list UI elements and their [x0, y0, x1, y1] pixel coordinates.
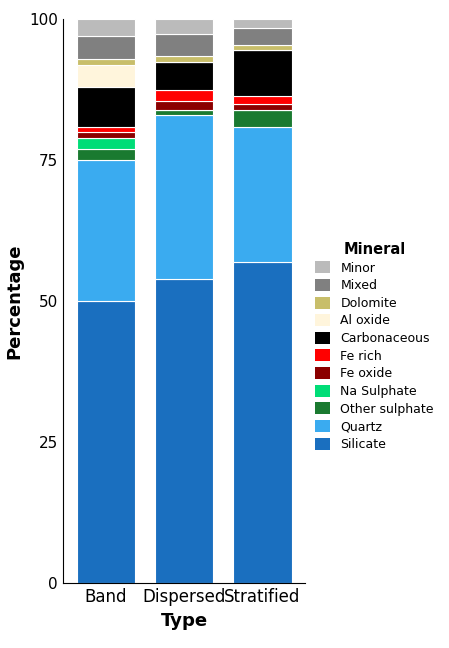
Bar [155, 279, 213, 583]
Bar [155, 56, 213, 62]
Bar [155, 110, 213, 115]
Bar [76, 161, 135, 301]
Bar [233, 262, 292, 583]
Bar [76, 126, 135, 132]
Bar [233, 104, 292, 110]
Bar [76, 36, 135, 59]
Bar [155, 19, 213, 34]
X-axis label: Type: Type [161, 612, 207, 630]
Y-axis label: Percentage: Percentage [5, 244, 23, 359]
Bar [76, 19, 135, 36]
Bar [233, 51, 292, 95]
Bar [76, 301, 135, 583]
Bar [155, 101, 213, 110]
Bar [76, 59, 135, 65]
Bar [155, 34, 213, 56]
Bar [233, 110, 292, 126]
Bar [76, 87, 135, 126]
Bar [233, 45, 292, 51]
Bar [76, 149, 135, 161]
Bar [155, 115, 213, 279]
Bar [233, 126, 292, 262]
Bar [76, 138, 135, 149]
Bar [233, 28, 292, 45]
Legend: Minor, Mixed, Dolomite, Al oxide, Carbonaceous, Fe rich, Fe oxide, Na Sulphate, : Minor, Mixed, Dolomite, Al oxide, Carbon… [312, 238, 438, 455]
Bar [233, 19, 292, 28]
Bar [155, 62, 213, 90]
Bar [233, 95, 292, 104]
Bar [76, 65, 135, 87]
Bar [76, 132, 135, 138]
Bar [155, 90, 213, 101]
